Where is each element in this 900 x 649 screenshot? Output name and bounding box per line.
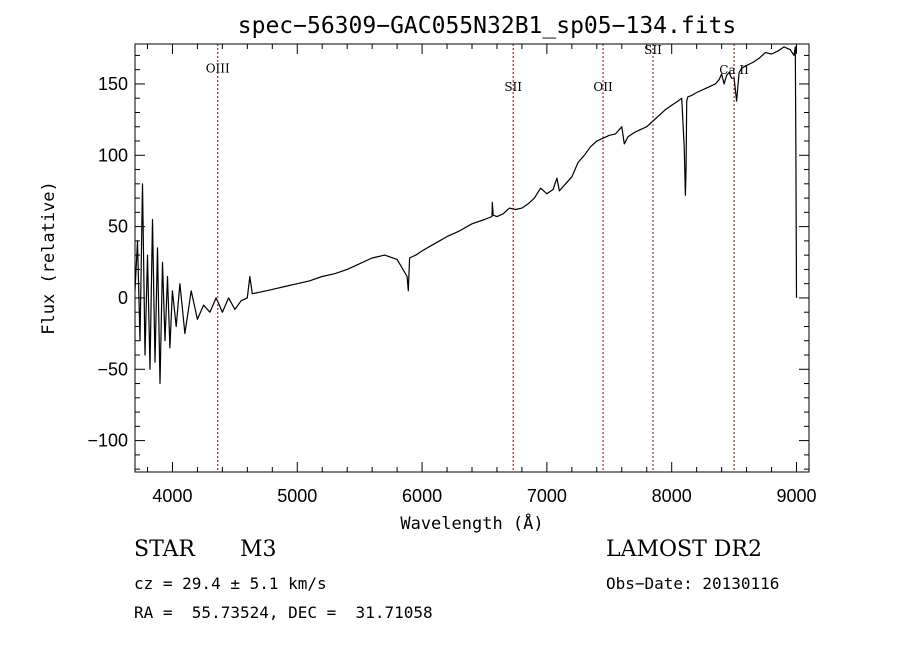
survey-name: LAMOST DR2 xyxy=(606,537,762,562)
x-tick-label: 4000 xyxy=(152,486,192,506)
x-axis-label: Wavelength (Å) xyxy=(400,512,543,534)
spectral-line-label: Ca II xyxy=(719,63,749,77)
object-type: STAR xyxy=(134,537,195,562)
spectral-line-label: SII xyxy=(504,80,522,94)
x-tick-label: 8000 xyxy=(652,486,692,506)
spectral-line-label: OIII xyxy=(206,62,230,76)
spectral-line-label: SII xyxy=(644,43,662,57)
y-tick-label: 50 xyxy=(108,217,128,237)
obs-date-text: Obs−Date: 20130116 xyxy=(606,574,780,593)
plot-area: OIII SII OII SII Ca II 4000 5000 6000 7000 8000 90… xyxy=(39,13,817,534)
spectral-line-label: OII xyxy=(593,80,613,94)
y-tick-label: 100 xyxy=(98,145,128,165)
plot-frame xyxy=(134,43,810,473)
chart-title: spec−56309−GAC055N32B1_sp05−134.fits xyxy=(238,13,737,39)
y-tick-label: 0 xyxy=(118,288,128,308)
x-tick-label: 5000 xyxy=(277,486,317,506)
redshift-text: cz = 29.4 ± 5.1 km/s xyxy=(134,574,327,593)
spectrum-line-0 xyxy=(134,46,798,385)
x-tick-label: 7000 xyxy=(527,486,567,506)
y-tick-label: 150 xyxy=(98,74,128,94)
y-tick-label: −100 xyxy=(87,431,128,451)
y-tick-label: −50 xyxy=(97,359,128,379)
x-tick-label: 9000 xyxy=(776,486,816,506)
x-tick-label: 6000 xyxy=(402,486,442,506)
y-axis-label: Flux (relative) xyxy=(39,181,59,335)
coordinates-text: RA = 55.73524, DEC = 31.71058 xyxy=(134,603,433,622)
object-subclass: M3 xyxy=(240,537,277,562)
